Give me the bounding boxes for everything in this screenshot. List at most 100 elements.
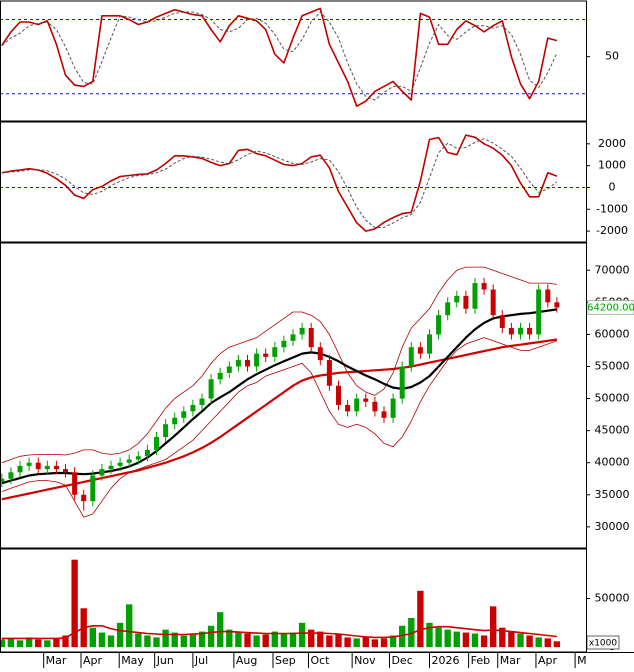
x-tick-label: Dec [391,654,412,667]
candle-body [417,347,423,354]
volume-bar [462,632,470,648]
candle-body [517,327,523,335]
candle-body [499,315,505,328]
candle-body [190,404,196,412]
candle-body [135,456,141,460]
candle-body [372,401,378,412]
volume-bar [526,635,533,648]
volume-bar [0,639,6,648]
candle-body [226,366,232,373]
candle-body [254,353,260,367]
x-tick-label: Mar [500,654,521,667]
y-tick-label: 50000 [595,392,630,405]
volume-bar [289,632,297,648]
panel-frame [0,0,587,122]
volume-bar [408,617,415,648]
y-tick-label: 50 [605,50,619,63]
candle-body [326,360,332,386]
candle-body [299,327,305,335]
volume-bar [153,637,160,648]
volume-bar [235,632,242,648]
candle-body [90,475,96,502]
volume-bar [7,638,15,648]
y-tick-label: 70000 [595,263,630,276]
candle-body [217,372,223,380]
candle-body [426,334,432,354]
x-tick-label: 2026 [431,654,459,667]
y-tick-label: 45000 [595,424,630,437]
series-line [1,625,557,640]
candle-body [463,295,469,309]
volume-bar [362,637,369,648]
candle-body [354,398,360,412]
volume-bar [116,622,124,648]
candle-body [208,379,214,399]
volume-bar [162,629,169,648]
volume-bar [499,627,506,648]
volume-bar [35,639,42,648]
candle-body [472,283,478,309]
volume-bar [207,625,215,648]
candle-body [481,283,487,290]
volume-bar [308,629,315,648]
volume-bar [371,639,379,648]
candle-body [117,462,123,466]
y-tick-label: 2000 [598,137,626,150]
volume-bar [535,637,542,648]
candle-body [63,469,69,473]
volume-bar [453,631,460,648]
candle-body [53,465,59,470]
y-tick-label: 35000 [595,488,630,501]
candle-body [508,327,514,335]
candle-body [281,340,287,348]
x-tick-label: Apr [83,654,103,667]
candle-body [81,494,87,502]
volume-bar [471,633,479,648]
y-tick-label: 40000 [595,456,630,469]
volume-bar [25,637,33,648]
volume-bar [126,604,133,648]
candle-body [390,398,396,418]
candle-body [163,424,169,438]
volume-bar [135,633,142,648]
candle-body [381,411,387,418]
volume-bar [217,612,224,648]
candle-body [181,411,187,418]
y-tick-label: 1000 [598,159,626,172]
candle-body [554,302,560,308]
volume-bar [508,631,515,648]
volume-bar [53,638,60,648]
y-tick-label: -1000 [596,202,628,215]
volume-bar [553,641,561,648]
candle-body [154,437,160,450]
y-tick-label: -2000 [596,224,628,237]
candle-body [17,465,23,473]
volume-bar [226,629,233,648]
x-tick-label: Jun [156,654,174,667]
x-tick-label: Jul [194,654,208,667]
x-tick-label: Aug [236,654,257,667]
panel-frame [0,121,587,243]
volume-bar [399,625,406,648]
candle-body [345,404,351,412]
series-line [1,11,558,101]
volume-bar [107,635,115,648]
series-line [1,7,558,107]
volume-bar [389,635,397,648]
volume-bar [44,640,51,648]
volume-bar [62,635,69,648]
volume-bar [180,635,187,648]
volume-bar [435,627,442,648]
series-line [1,134,558,232]
candle-body [172,417,178,425]
candle-body [144,449,150,457]
candle-body [245,360,251,367]
volume-bar [380,638,388,648]
x-tick-label: Mar [46,654,67,667]
y-tick-label: 50000 [595,592,630,605]
volume-bar [298,622,306,648]
x-tick-label: Apr [538,654,558,667]
volume-bar [480,635,488,648]
candle-body [35,462,41,470]
